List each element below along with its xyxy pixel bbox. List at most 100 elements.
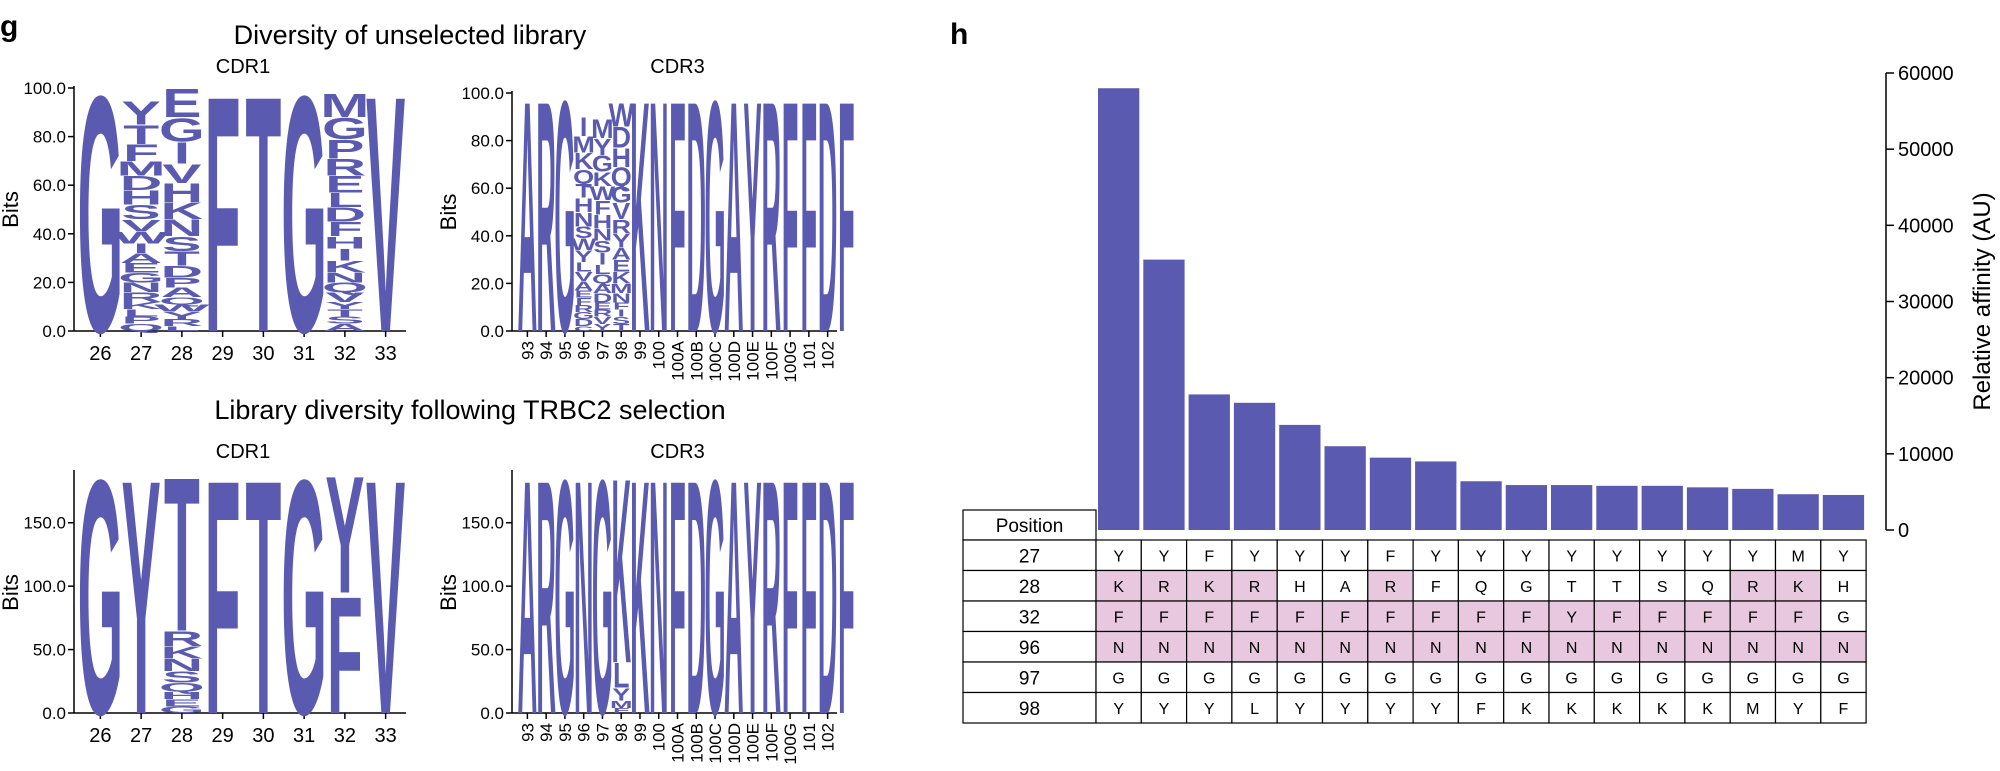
- logo-x-tick-label: 26: [89, 725, 111, 747]
- table-residue: F: [1612, 609, 1622, 626]
- logo-x-tick-label: 96: [575, 723, 594, 742]
- logo-letter: V: [366, 27, 405, 403]
- logo-x-tick-label: 33: [375, 725, 397, 747]
- logo-letter: I: [133, 241, 149, 256]
- table-residue: F: [1431, 609, 1441, 626]
- bar: [1686, 487, 1729, 530]
- logo-letter: P: [162, 275, 201, 290]
- logo-x-tick-label: 95: [556, 723, 575, 742]
- logo-letter: G: [159, 112, 205, 149]
- logo-y-tick-label: 100.0: [23, 577, 66, 596]
- table-residue: G: [1475, 670, 1487, 687]
- bar-y-tick-label: 10000: [1898, 444, 1954, 466]
- table-residue-cell: [1367, 661, 1414, 694]
- logo-letter: Y: [162, 310, 201, 321]
- logo-letter: R: [593, 308, 613, 319]
- table-residue-cell: [1321, 600, 1369, 633]
- bar: [1188, 394, 1230, 530]
- table-residue: N: [1339, 640, 1351, 657]
- table-position-label: 27: [1019, 546, 1040, 567]
- table-residue: Y: [1204, 701, 1215, 718]
- table-residue: N: [1792, 640, 1804, 657]
- logo-letter: I: [599, 250, 607, 268]
- table-residue: G: [1565, 670, 1577, 687]
- logo-letter: T: [613, 323, 630, 334]
- table-residue-cell: [1593, 630, 1641, 663]
- panel-g-label: g: [0, 10, 18, 43]
- logo-y-tick-label: 100.0: [461, 577, 504, 596]
- table-residue-cell: [1412, 569, 1459, 602]
- logo-letter: N: [574, 210, 594, 232]
- logo-x-tick-label: 100E: [744, 723, 763, 763]
- logo-letter: N: [611, 291, 631, 306]
- logo-title: CDR1: [216, 56, 270, 78]
- logo-y-tick-label: 50.0: [471, 641, 504, 660]
- table-residue-cell: [1185, 600, 1233, 633]
- table-residue: G: [1656, 670, 1668, 687]
- table-residue: K: [1702, 701, 1713, 718]
- bar: [1641, 485, 1683, 530]
- table-residue-cell: [1684, 600, 1731, 633]
- table-residue: N: [1430, 640, 1442, 657]
- table-residue: Y: [1748, 548, 1759, 565]
- table-residue-cell: [1774, 630, 1822, 663]
- logo-x-tick-label: 94: [537, 723, 556, 742]
- logo-x-tick-label: 30: [252, 343, 274, 365]
- logo-letter: K: [611, 269, 631, 287]
- table-residue: Y: [1612, 548, 1623, 565]
- bar: [1098, 88, 1140, 530]
- logo-letter: W: [154, 302, 210, 313]
- logo-letter: F: [327, 561, 363, 749]
- logo-letter: V: [325, 290, 365, 305]
- logo-x-tick-label: 100F: [762, 723, 781, 762]
- table-residue: Y: [1113, 701, 1124, 718]
- bar-y-tick-label: 0: [1898, 520, 1909, 542]
- bar: [1460, 481, 1502, 530]
- table-residue: F: [1793, 609, 1803, 626]
- table-residue: G: [1747, 670, 1759, 687]
- table-residue: T: [1612, 579, 1622, 596]
- logo-x-tick-label: 32: [334, 725, 356, 747]
- unselected-title: Diversity of unselected library: [234, 20, 587, 50]
- table-residue: G: [1837, 609, 1849, 626]
- logo-y-tick-label: 20.0: [33, 273, 66, 292]
- table-residue: N: [1611, 640, 1623, 657]
- logo-letter: H: [593, 212, 613, 234]
- logo-letter: F: [613, 707, 630, 715]
- logo-letter: F: [594, 198, 611, 220]
- logo-letter: Q: [322, 280, 368, 295]
- logo-letter: Y: [612, 684, 630, 704]
- logo-letter: V: [575, 269, 594, 284]
- table-residue: Y: [1249, 548, 1260, 565]
- logo-x-tick-label: 101: [800, 341, 819, 369]
- bar-y-tick-label: 20000: [1898, 368, 1954, 390]
- logo-letter: N: [649, 411, 669, 771]
- logo-x-tick-label: 97: [593, 723, 612, 742]
- table-residue: F: [1748, 609, 1758, 626]
- logo-letter: Q: [573, 167, 594, 189]
- table-residue: F: [1657, 609, 1667, 626]
- logo-letter: G: [322, 112, 368, 146]
- logo-letter: Q: [611, 162, 632, 192]
- table-residue: Y: [1430, 548, 1441, 565]
- table-residue: Y: [1340, 701, 1351, 718]
- table-residue: G: [1520, 670, 1532, 687]
- logo-letter: Y: [575, 247, 593, 265]
- bar: [1551, 485, 1593, 530]
- table-residue: Q: [1701, 579, 1713, 596]
- logo-letter: K: [630, 32, 650, 401]
- logo-x-tick-label: 100D: [725, 341, 744, 382]
- logo-letter: V: [612, 199, 630, 225]
- table-residue-cell: [1095, 600, 1142, 633]
- logo-letter: Y: [593, 323, 612, 334]
- table-residue: F: [1476, 609, 1486, 626]
- table-residue-cell: [1774, 691, 1822, 724]
- table-residue: M: [1791, 548, 1804, 565]
- table-residue-cell: [1548, 630, 1595, 663]
- table-residue-cell: [1820, 569, 1867, 602]
- logo-letter: K: [120, 300, 163, 311]
- table-residue: G: [1248, 670, 1260, 687]
- logo-y-tick-label: 100.0: [23, 79, 66, 98]
- logo-letter: S: [122, 201, 161, 224]
